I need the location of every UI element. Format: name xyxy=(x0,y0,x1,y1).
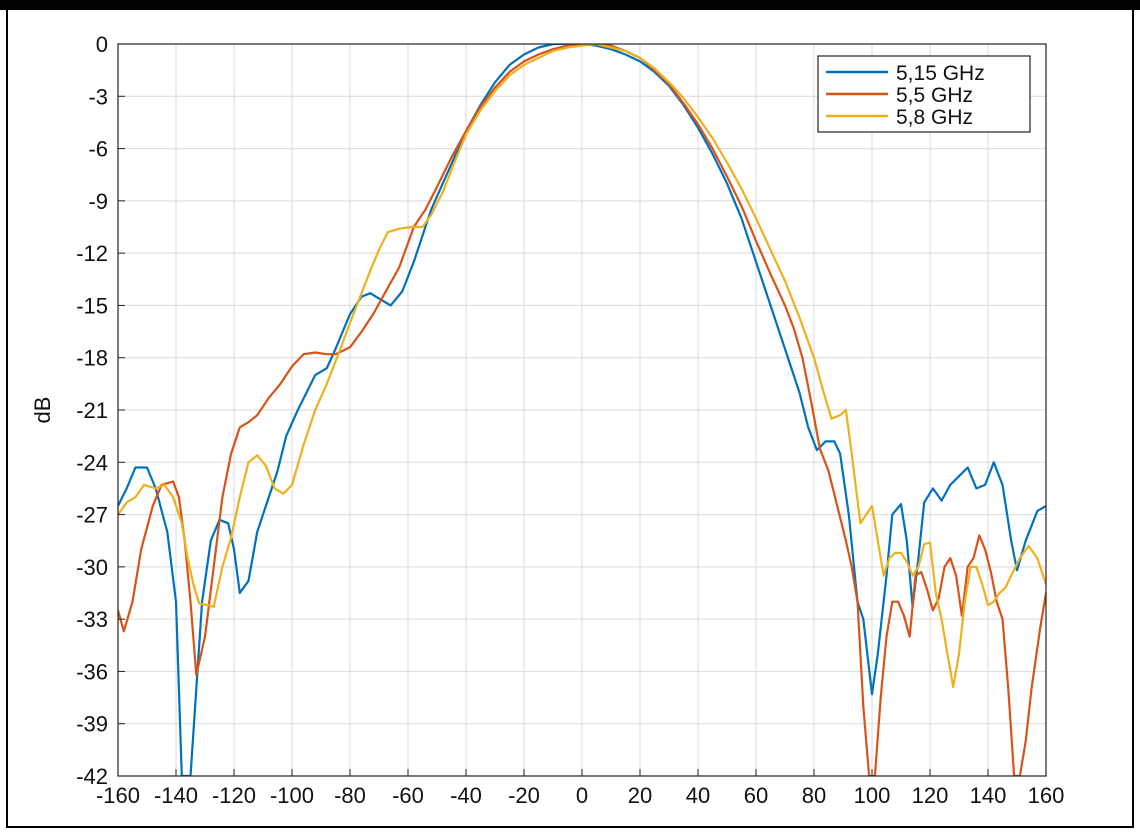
y-tick-label: -27 xyxy=(76,503,108,528)
x-tick-label: 140 xyxy=(970,783,1007,808)
x-tick-label: 40 xyxy=(686,783,710,808)
y-tick-label: -12 xyxy=(76,241,108,266)
series-group xyxy=(118,44,1046,776)
y-tick-label: -21 xyxy=(76,398,108,423)
y-tick-label: -18 xyxy=(76,346,108,371)
x-tick-label: 60 xyxy=(744,783,768,808)
x-tick-label: 80 xyxy=(802,783,826,808)
y-axis-ticks: 0 -3 -6 -9 -12 -15 -18 -21 -24 -27 -30 -33 -36 -39 -42 xyxy=(76,32,125,789)
y-tick-label: -9 xyxy=(88,189,108,214)
y-tick-label: -6 xyxy=(88,137,108,162)
y-tick-label: -33 xyxy=(76,607,108,632)
y-tick-label: -3 xyxy=(88,84,108,109)
y-axis-title: dB xyxy=(30,397,55,424)
x-tick-label: -40 xyxy=(450,783,482,808)
x-tick-label: 160 xyxy=(1028,783,1065,808)
header-band xyxy=(0,0,1140,10)
series-line-2 xyxy=(118,44,1046,776)
legend-label: 5,5 GHz xyxy=(896,84,973,107)
y-tick-label: -24 xyxy=(76,450,108,475)
y-tick-label: 0 xyxy=(96,32,108,57)
x-tick-label: -160 xyxy=(96,783,140,808)
x-tick-label: -60 xyxy=(392,783,424,808)
legend-label: 5,15 GHz xyxy=(896,62,985,85)
y-tick-label: -36 xyxy=(76,659,108,684)
legend-label: 5,8 GHz xyxy=(896,106,973,129)
x-tick-label: 120 xyxy=(912,783,949,808)
x-axis-ticks: -160 -140 -120 -100 -80 -60 -40 -20 0 20 40 60 80 100… xyxy=(96,769,1064,808)
y-tick-label: -39 xyxy=(76,712,108,737)
x-tick-label: -20 xyxy=(508,783,540,808)
x-tick-label: -120 xyxy=(212,783,256,808)
x-tick-label: -80 xyxy=(334,783,366,808)
x-tick-label: 20 xyxy=(628,783,652,808)
y-tick-label: -30 xyxy=(76,555,108,580)
x-tick-label: -140 xyxy=(154,783,198,808)
series-line-3 xyxy=(118,44,1046,689)
y-tick-label: -42 xyxy=(76,764,108,789)
x-tick-label: 0 xyxy=(576,783,588,808)
x-tick-label: -100 xyxy=(270,783,314,808)
x-tick-label: 100 xyxy=(854,783,891,808)
y-tick-label: -15 xyxy=(76,293,108,318)
